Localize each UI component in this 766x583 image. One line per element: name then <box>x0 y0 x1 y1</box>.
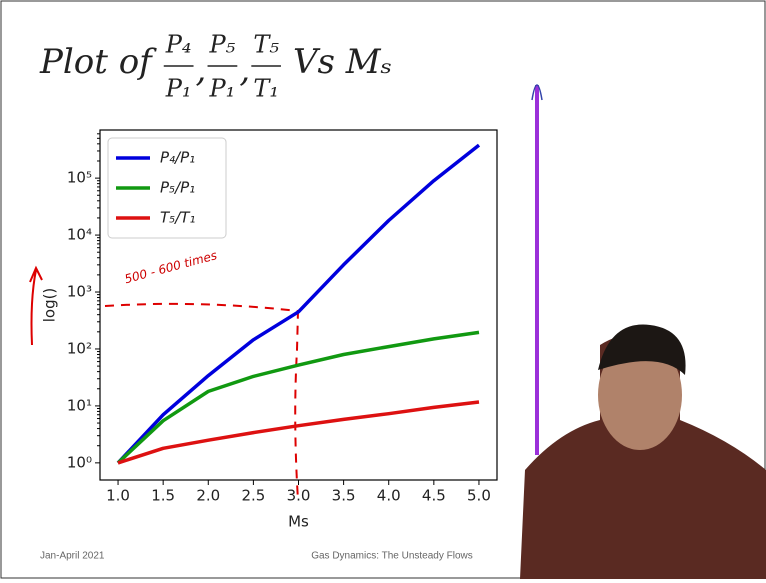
x-tick-label: 3.5 <box>332 487 356 505</box>
series-line <box>117 400 480 465</box>
fraction-denominator: P₁ <box>165 75 192 103</box>
footer-center: Gas Dynamics: The Unsteady Flows <box>311 551 473 562</box>
fraction-numerator: P₅ <box>209 31 236 59</box>
legend-label: P₄/P₁ <box>160 149 195 167</box>
pen-stroke <box>29 265 43 346</box>
title-text: Vs Mₛ <box>293 42 392 82</box>
series-line <box>116 143 481 465</box>
x-tick-label: 2.0 <box>196 487 220 505</box>
presenter-face <box>598 340 682 450</box>
fraction-denominator: T₁ <box>253 75 279 103</box>
legend-label: P₅/P₁ <box>160 179 195 197</box>
footer-left: Jan-April 2021 <box>40 551 105 562</box>
series-line <box>116 330 480 465</box>
y-tick-label: 10³ <box>67 283 92 301</box>
x-tick-label: 5.0 <box>467 487 491 505</box>
x-tick-label: 4.5 <box>422 487 446 505</box>
title-separator: , <box>196 50 207 90</box>
x-tick-label: 1.5 <box>151 487 175 505</box>
legend-box <box>107 137 227 239</box>
y-tick-label: 10⁰ <box>67 453 92 471</box>
pen-stroke <box>531 84 543 101</box>
title-separator: , <box>239 50 250 90</box>
y-tick-label: 10² <box>67 339 92 357</box>
x-tick-label: 4.0 <box>377 487 401 505</box>
fraction-denominator: P₁ <box>209 75 236 103</box>
y-axis-label: log() <box>41 288 59 323</box>
x-tick-label: 1.0 <box>106 487 130 505</box>
x-axis-label: Ms <box>288 513 309 531</box>
x-tick-label: 2.5 <box>241 487 265 505</box>
fraction-numerator: T₅ <box>253 31 279 59</box>
legend-label: T₅/T₁ <box>160 209 195 227</box>
presenter-hair <box>598 324 686 375</box>
title-text: Plot of <box>39 42 157 82</box>
x-tick-label: 3.0 <box>287 487 311 505</box>
y-tick-label: 10⁴ <box>67 226 92 244</box>
presenter <box>520 333 766 579</box>
fraction-numerator: P₄ <box>165 31 192 59</box>
y-tick-label: 10¹ <box>67 396 92 414</box>
y-tick-label: 10⁵ <box>67 169 92 187</box>
